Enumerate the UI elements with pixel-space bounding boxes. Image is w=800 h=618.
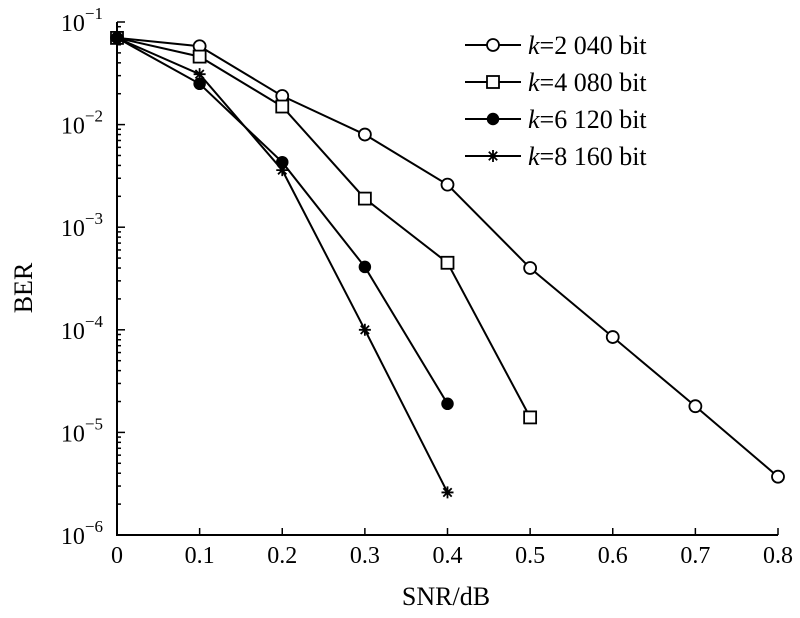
legend-entry-2: k=4 080 bit (465, 68, 647, 97)
series-4 (111, 31, 454, 499)
data-point-circle (486, 38, 500, 52)
data-point-square (275, 99, 290, 114)
x-tick-label: 0.3 (350, 543, 380, 569)
series-layer (110, 30, 785, 499)
x-tick-label: 0.6 (598, 543, 628, 569)
y-tick-label: 10−2 (61, 107, 103, 140)
series-line (116, 36, 532, 418)
y-tick-label: 10−3 (61, 209, 103, 242)
data-point-square (440, 255, 455, 270)
legend-entry-3: k=6 120 bit (465, 105, 647, 134)
data-point-circle (688, 399, 703, 414)
data-point-star (193, 68, 206, 81)
data-point-circle (771, 469, 785, 484)
x-axis-title: SNR/dB (402, 582, 490, 611)
data-point-square (357, 191, 372, 206)
data-point-star (111, 31, 123, 44)
x-tick-label: 0.4 (433, 543, 463, 569)
y-tick-label: 10−5 (61, 414, 103, 447)
data-point-circle (357, 127, 372, 142)
data-point-circle (440, 177, 455, 192)
axes: 0 0.1 0.2 0.3 0.4 0.5 0.6 0.7 0.8 10−1 10−2 10−3 10−… (61, 4, 793, 569)
y-tick-label: 10−6 (61, 517, 103, 550)
x-tick-label: 0.5 (515, 543, 545, 569)
data-point-square (192, 49, 207, 64)
data-point-circle (523, 261, 538, 275)
y-tick-label: 10−1 (61, 4, 103, 37)
series-2 (110, 30, 538, 425)
data-point-star (441, 486, 454, 499)
data-point-star (358, 323, 371, 336)
data-point-square (523, 410, 538, 425)
x-tick-label: 0.2 (267, 543, 297, 569)
data-point-circle (605, 330, 620, 344)
legend-label: k=6 120 bit (528, 105, 647, 134)
data-point-filled-circle (358, 260, 372, 274)
data-point-filled-circle (441, 397, 454, 411)
data-point-square (486, 75, 500, 89)
x-tick-label: 0 (111, 543, 123, 569)
x-tick-label: 0.8 (763, 543, 793, 569)
legend-label: k=4 080 bit (528, 68, 647, 97)
series-1 (110, 30, 785, 484)
data-point-star (487, 150, 499, 162)
x-tick-label: 0.7 (680, 543, 710, 569)
x-tick-label: 0.1 (185, 543, 215, 569)
legend-label: k=8 160 bit (528, 142, 647, 171)
y-tick-label: 10−4 (61, 312, 104, 345)
y-axis-title: BER (9, 262, 38, 313)
legend-label: k=2 040 bit (528, 31, 647, 60)
legend-entry-1: k=2 040 bit (465, 31, 647, 60)
data-point-star (276, 164, 289, 177)
legend: k=2 040 bit k=4 080 bit k=6 120 bit k=8 160… (465, 31, 647, 171)
legend-entry-4: k=8 160 bit (465, 142, 647, 171)
series-3 (110, 31, 454, 411)
data-point-filled-circle (486, 112, 500, 126)
